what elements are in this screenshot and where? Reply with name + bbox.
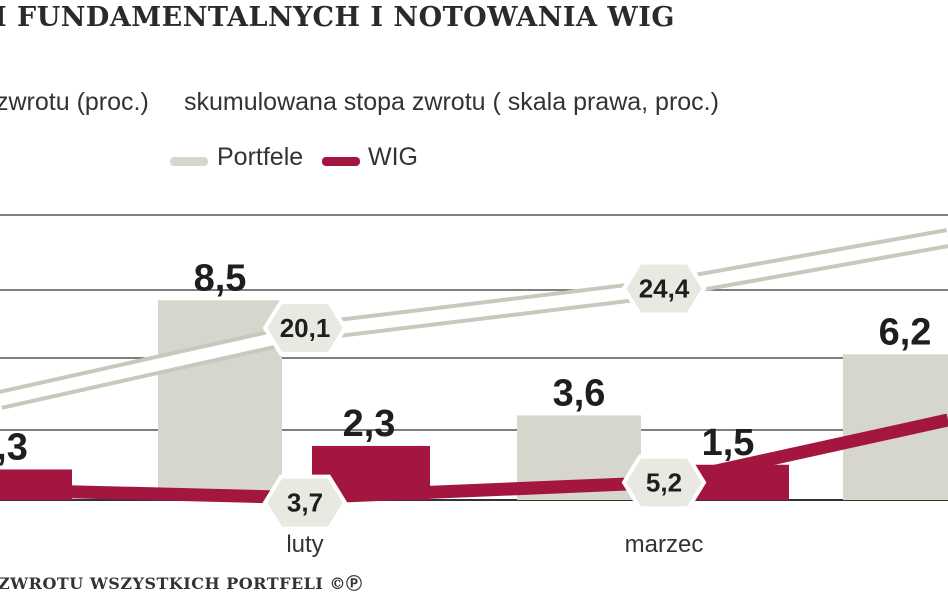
legend-label-wig: WIG: [368, 143, 418, 171]
data-label-portfele: 3,6: [553, 372, 606, 414]
point-portfele-value: 24,4: [639, 274, 690, 304]
x-tick-label: luty: [286, 531, 323, 558]
line-portfele: [0, 232, 948, 406]
left-axis-subtitle: zwrotu (proc.): [0, 88, 149, 116]
data-label-wig: ,3: [0, 426, 28, 468]
point-wig-value: 3,7: [287, 488, 323, 518]
point-wig-marker: [621, 454, 707, 511]
data-label-portfele: 6,2: [879, 311, 932, 353]
bar-portfele: [158, 300, 282, 500]
legend-swatch-wig: [322, 157, 360, 166]
data-label-wig: 1,5: [702, 422, 755, 464]
x-tick-label: marzec: [625, 531, 704, 558]
point-wig-marker: [262, 474, 348, 531]
data-label-wig: 2,3: [343, 403, 396, 445]
point-wig-value: 5,2: [646, 467, 682, 497]
line-wig: [0, 413, 948, 505]
point-portfele-marker: [621, 260, 707, 317]
legend-swatch-portfele: [170, 157, 208, 166]
point-portfele-marker: [262, 299, 348, 356]
chart-title: I FUNDAMENTALNYCH I NOTOWANIA WIG: [0, 2, 675, 33]
data-label-portfele: 8,5: [194, 257, 247, 299]
right-axis-subtitle: skumulowana stopa zwrotu ( skala prawa, …: [184, 88, 719, 116]
footer-note: ZWROTU WSZYSTKICH PORTFELI ©Ⓟ: [0, 574, 363, 593]
point-portfele-value: 20,1: [280, 313, 331, 343]
legend-label-portfele: Portfele: [217, 143, 304, 171]
